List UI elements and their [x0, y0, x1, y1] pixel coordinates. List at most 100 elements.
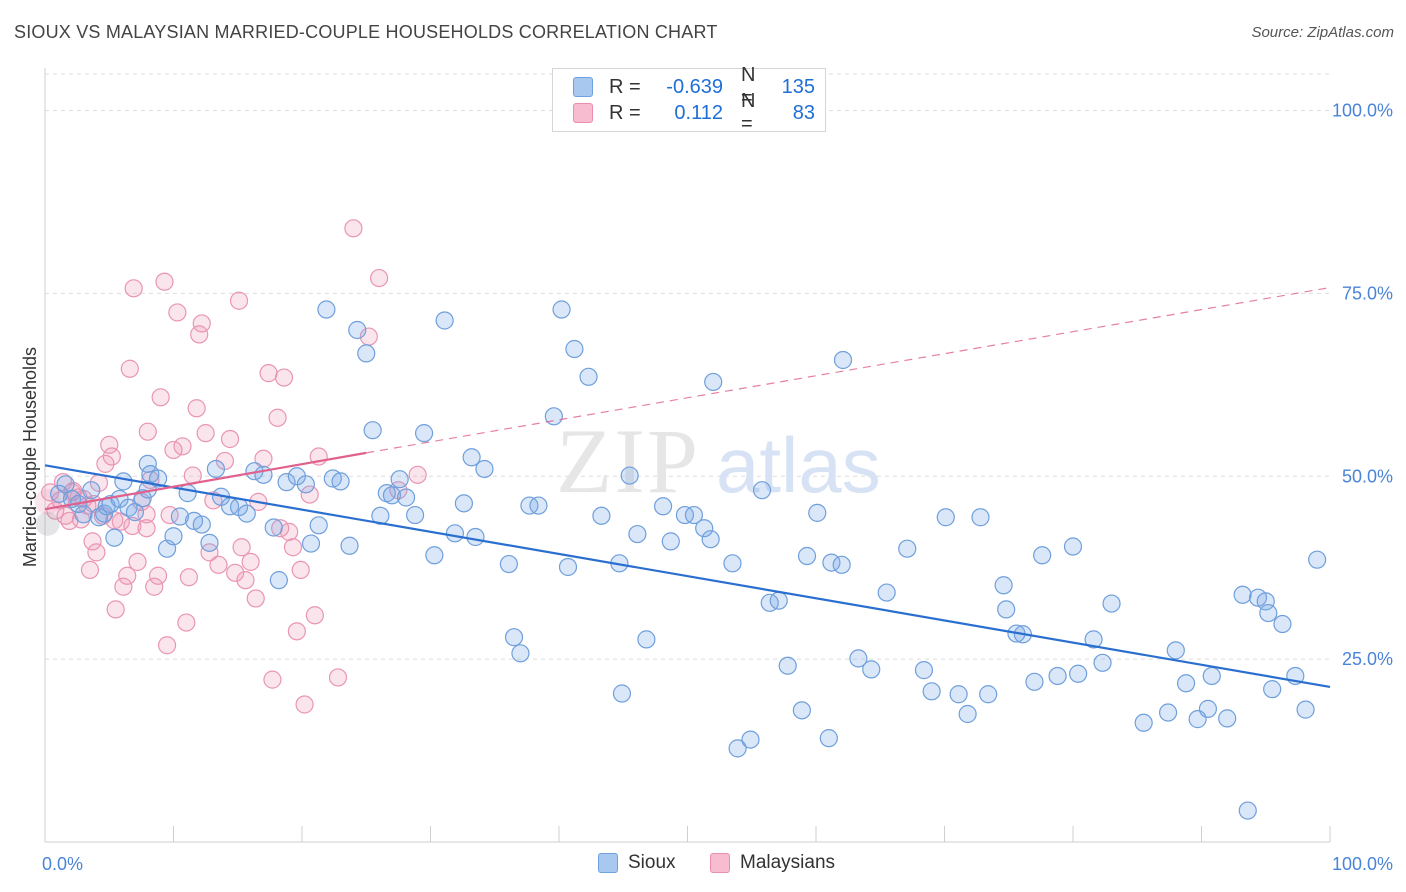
malaysians-point	[220, 429, 240, 449]
sioux-point	[1048, 666, 1067, 686]
sioux-point	[914, 661, 934, 680]
sioux-cluster	[35, 511, 60, 536]
sioux-point	[348, 320, 367, 340]
sioux-point	[499, 554, 518, 574]
malaysians-point	[287, 622, 306, 641]
sioux-point	[363, 421, 382, 440]
sioux-point	[1218, 709, 1237, 728]
watermark-atlas: atlas	[716, 421, 881, 509]
sioux-point	[620, 466, 639, 485]
sioux-point	[797, 546, 817, 566]
malaysians-point	[344, 219, 363, 238]
sioux-point	[1176, 674, 1196, 693]
malaysians-point	[209, 555, 228, 574]
malaysians-point	[106, 600, 125, 619]
malaysians-point	[268, 408, 287, 427]
sioux-point	[357, 344, 376, 363]
y-axis-label: Married-couple Households	[20, 347, 40, 567]
sioux-point	[178, 484, 197, 503]
bottom-legend-sioux: Sioux	[598, 852, 676, 874]
sioux-point	[301, 534, 321, 553]
sioux-point	[331, 472, 350, 491]
sioux-point	[269, 571, 288, 590]
sioux-point	[192, 515, 211, 534]
legend-r-value: -0.639	[666, 75, 723, 98]
malaysians-point	[111, 512, 130, 531]
sioux-point	[579, 367, 598, 386]
malaysians-point	[157, 636, 177, 655]
sioux-point	[1134, 713, 1153, 732]
sioux-point	[958, 704, 977, 724]
sioux-point	[741, 730, 760, 749]
sioux-point	[454, 494, 474, 513]
sioux-point	[1263, 680, 1282, 699]
malaysians-point	[187, 399, 206, 418]
sioux-point	[340, 536, 359, 555]
sioux-point	[832, 555, 851, 574]
sioux-points	[35, 300, 1327, 820]
malaysians-point	[370, 268, 389, 288]
malaysians-point	[328, 668, 348, 687]
sioux-point	[317, 300, 336, 319]
sioux-point	[170, 507, 190, 526]
y-tick-label: 25.0%	[1342, 649, 1393, 669]
sioux-point	[237, 504, 256, 523]
sioux-point	[1166, 641, 1185, 660]
sioux-point	[390, 470, 409, 489]
sioux-point	[792, 701, 811, 720]
malaysians-point	[96, 454, 115, 473]
sioux-point	[778, 656, 797, 675]
sioux-point	[1102, 594, 1121, 613]
sioux-point	[504, 628, 524, 647]
sioux-point	[728, 739, 747, 758]
malaysians-point	[123, 516, 142, 536]
sioux-point	[133, 489, 152, 508]
malaysians-trend-line	[44, 451, 367, 511]
trend-lines	[44, 286, 1331, 689]
malaysians-point	[155, 272, 174, 291]
sioux-point	[511, 644, 530, 663]
sioux-point	[695, 519, 714, 538]
malaysians-point	[190, 325, 209, 344]
sioux-point	[994, 576, 1013, 595]
sioux-trend-line	[44, 464, 1331, 689]
sioux-point	[1296, 700, 1315, 719]
sioux-point	[971, 508, 990, 527]
sioux-point	[949, 685, 968, 704]
legend-r-label: R =	[609, 101, 641, 124]
sioux-point	[877, 583, 896, 602]
sioux-point	[723, 554, 742, 573]
malaysians-point	[283, 538, 303, 557]
sioux-point	[309, 516, 328, 535]
sioux-point	[997, 600, 1016, 619]
malaysians-point	[137, 519, 156, 538]
sioux-point	[592, 506, 611, 525]
sioux-point	[544, 407, 563, 426]
sioux-point	[462, 448, 481, 467]
watermark-zip: ZIP	[556, 410, 700, 512]
malaysians-point	[300, 485, 319, 504]
x-tick-label-min: 0.0%	[42, 854, 83, 874]
sioux-point	[466, 527, 485, 547]
sioux-point	[833, 350, 853, 370]
malaysians-points	[34, 219, 427, 714]
malaysians-point	[151, 388, 170, 407]
sioux-point	[1033, 546, 1052, 565]
sioux-point	[114, 472, 133, 491]
malaysians-point	[80, 560, 100, 580]
legend-row-malaysians: R = 0.112 N = 83	[573, 90, 815, 135]
malaysians-point	[138, 422, 157, 441]
sioux-point	[371, 506, 390, 525]
sioux-point	[1273, 614, 1292, 634]
legend-n-label: N =	[741, 64, 756, 109]
malaysians-point	[274, 368, 294, 387]
malaysians-point	[236, 571, 255, 590]
malaysians-point	[100, 435, 119, 454]
sioux-point	[445, 524, 465, 543]
sioux-point	[808, 503, 827, 522]
sioux-point	[849, 649, 868, 668]
sioux-point	[425, 546, 444, 565]
sioux-point	[552, 300, 571, 319]
sioux-point	[898, 539, 917, 558]
malaysians-point	[120, 359, 139, 378]
